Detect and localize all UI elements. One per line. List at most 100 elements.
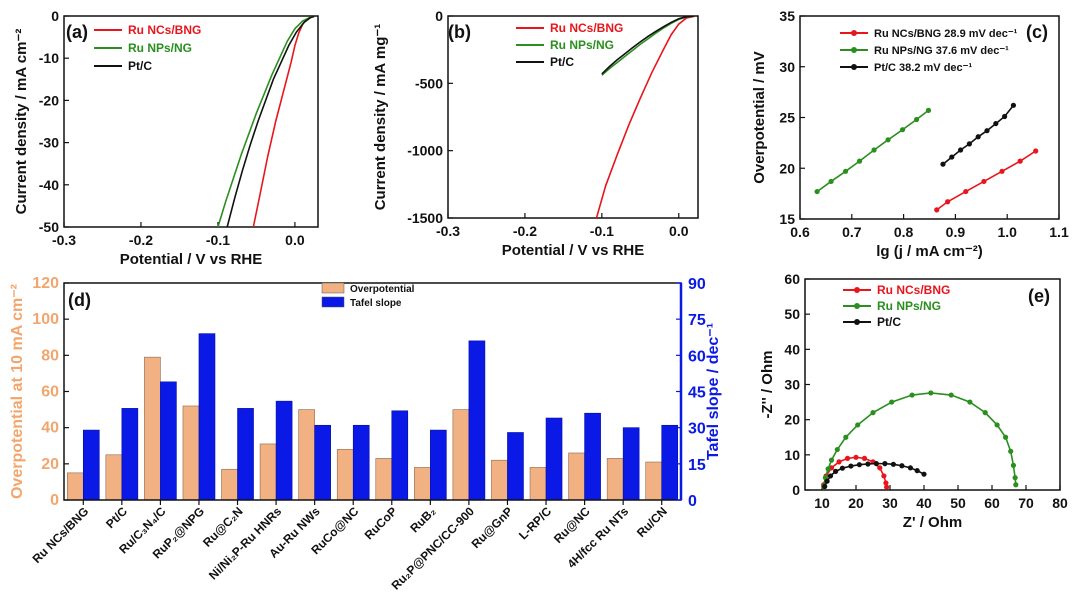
y2-tick-label: 30 bbox=[688, 421, 706, 438]
bar-overpotential bbox=[298, 409, 315, 501]
legend-label: Pt/C bbox=[550, 55, 574, 69]
y-tick-label: -50 bbox=[39, 219, 59, 235]
x-axis-label: Potential / V vs RHE bbox=[502, 242, 645, 259]
y-axis-label: Current density / mA mg⁻¹ bbox=[372, 24, 389, 211]
bar-overpotential bbox=[221, 468, 238, 501]
y-tick-label: 60 bbox=[41, 384, 59, 401]
data-point bbox=[848, 463, 854, 469]
data-point bbox=[993, 120, 999, 127]
data-point bbox=[824, 478, 830, 484]
x-tick-label: 0.6 bbox=[790, 224, 810, 240]
data-point bbox=[948, 392, 954, 398]
data-point bbox=[957, 147, 964, 153]
plot-area bbox=[814, 102, 1039, 213]
data-point bbox=[1010, 462, 1017, 468]
panel-label: (c) bbox=[1026, 22, 1048, 42]
bar-tafel-slope bbox=[622, 427, 640, 501]
legend-label: Pt/C 38.2 mV dec⁻¹ bbox=[874, 62, 972, 74]
panel-2: 0.6 0.7 0.8 0.9 1.0 1.1 15 20 25 30 35 lg (j / mA c… bbox=[751, 8, 1069, 260]
bar-tafel-slope bbox=[237, 408, 254, 501]
bar-tafel-slope bbox=[391, 410, 409, 501]
bar-tafel-slope bbox=[468, 340, 486, 501]
category-label: Ru@GnP bbox=[469, 504, 516, 551]
y-tick-label: 60 bbox=[784, 271, 800, 287]
bar-tafel-slope bbox=[82, 429, 100, 501]
x-tick-label: 10 bbox=[814, 495, 830, 511]
data-point bbox=[890, 461, 897, 467]
data-point bbox=[945, 199, 951, 205]
y2-tick-label: 45 bbox=[688, 385, 706, 402]
y-tick-label: 40 bbox=[41, 420, 59, 437]
legend-label: Overpotential bbox=[350, 284, 415, 295]
legend-marker bbox=[851, 64, 857, 70]
data-point bbox=[1003, 434, 1009, 440]
bar-overpotential bbox=[336, 449, 354, 501]
category-label: RuB₂ bbox=[407, 504, 438, 535]
y-tick-label: -10 bbox=[39, 50, 59, 66]
y-tick-label: 15 bbox=[779, 211, 795, 227]
data-point bbox=[899, 127, 906, 133]
bar-tafel-slope bbox=[198, 333, 216, 501]
panel-label: (b) bbox=[448, 22, 471, 42]
data-point bbox=[885, 137, 891, 143]
data-point bbox=[925, 107, 932, 113]
series-line-0 bbox=[595, 16, 695, 218]
bar-overpotential bbox=[529, 467, 547, 501]
x-axis-label: lg (j / mA cm⁻²) bbox=[876, 243, 983, 260]
data-point bbox=[855, 422, 861, 428]
data-point bbox=[963, 188, 969, 195]
data-point bbox=[865, 461, 871, 467]
bar-overpotential bbox=[66, 472, 84, 501]
bar-tafel-slope bbox=[507, 432, 524, 501]
data-point bbox=[883, 480, 889, 486]
y2-tick-label: 0 bbox=[688, 493, 697, 510]
bar-tafel-slope bbox=[584, 412, 601, 501]
bar-overpotential bbox=[144, 356, 161, 501]
legend-label: Ru NCs/BNG 28.9 mV dec⁻¹ bbox=[874, 28, 1018, 40]
data-point bbox=[844, 455, 851, 461]
x-tick-label: 0.9 bbox=[946, 224, 966, 240]
legend-label: Ru NPs/NG 37.6 mV dec⁻¹ bbox=[874, 45, 1009, 57]
data-point bbox=[1002, 113, 1008, 120]
data-point bbox=[871, 147, 877, 153]
data-point bbox=[842, 168, 849, 174]
data-point bbox=[828, 457, 835, 463]
category-label: RuCoP bbox=[362, 504, 400, 542]
x-tick-label: 70 bbox=[1018, 495, 1034, 511]
y-tick-label: 30 bbox=[784, 377, 800, 393]
x-tick-label: 0.0 bbox=[285, 232, 305, 248]
panel-label: (e) bbox=[1028, 286, 1050, 306]
data-point bbox=[914, 468, 920, 474]
data-point bbox=[940, 161, 946, 167]
y-tick-label: -20 bbox=[39, 92, 59, 108]
y-axis-label: -Z'' / Ohm bbox=[759, 351, 776, 419]
bar-tafel-slope bbox=[314, 424, 331, 501]
panel-1: -0.3 -0.2 -0.1 0.0 0 -500 -1000 -1500 Potential … bbox=[372, 8, 699, 259]
y-tick-label: 30 bbox=[779, 59, 795, 75]
bar-tafel-slope bbox=[160, 381, 177, 501]
data-point bbox=[994, 422, 1000, 428]
legend-marker bbox=[854, 287, 860, 293]
plot-area bbox=[595, 16, 695, 218]
data-point bbox=[1012, 475, 1018, 481]
y-tick-label: 0 bbox=[50, 492, 59, 509]
y-tick-label: 25 bbox=[779, 110, 795, 126]
data-point bbox=[984, 128, 990, 134]
data-point bbox=[881, 473, 887, 479]
y-tick-label: 50 bbox=[784, 306, 800, 322]
bar-overpotential bbox=[491, 459, 508, 501]
data-point bbox=[833, 468, 839, 474]
y-tick-label: 20 bbox=[779, 160, 795, 176]
legend-marker bbox=[851, 47, 857, 53]
bar-overpotential bbox=[259, 443, 277, 501]
x-tick-label: 80 bbox=[1052, 495, 1068, 511]
panel-0: -0.3 -0.2 -0.1 0.0 0 -10 -20 -30 -40 -50 Potential… bbox=[13, 8, 319, 268]
legend-label: Ru NPs/NG bbox=[128, 41, 192, 55]
y-tick-label: 120 bbox=[32, 275, 59, 292]
plot-area bbox=[217, 16, 315, 227]
bar-overpotential bbox=[645, 461, 663, 501]
x-tick-label: -0.1 bbox=[206, 232, 230, 248]
data-point bbox=[877, 465, 883, 471]
legend-label: Ru NCs/BNG bbox=[877, 283, 950, 297]
